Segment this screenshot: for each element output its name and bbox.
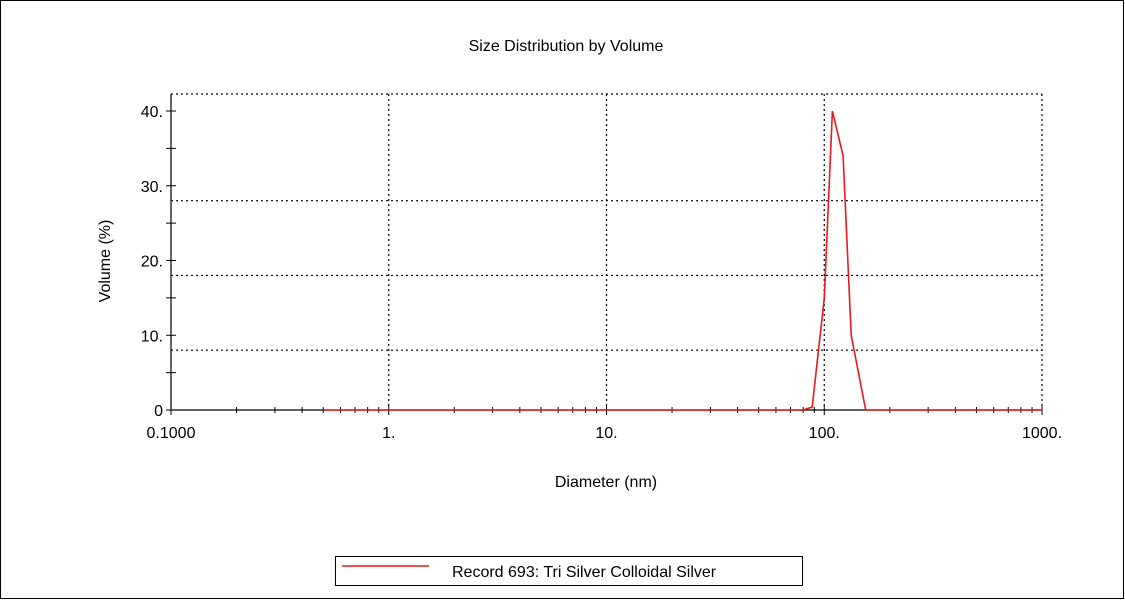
y-tick-label: 0 xyxy=(154,403,163,420)
legend-box xyxy=(335,556,803,586)
y-tick-label: 20. xyxy=(141,254,163,271)
y-tick-label: 10. xyxy=(141,328,163,345)
series-line xyxy=(323,110,1042,411)
x-tick-label: 1. xyxy=(382,425,395,442)
x-tick-label: 10. xyxy=(595,425,617,442)
legend: Record 693: Tri Silver Colloidal Silver xyxy=(335,556,803,586)
x-tick-label: 1000. xyxy=(1022,425,1062,442)
legend-label: Record 693: Tri Silver Colloidal Silver xyxy=(452,564,717,581)
x-axis-label: Diameter (nm) xyxy=(555,474,657,491)
gridlines xyxy=(171,93,1043,410)
chart-title: Size Distribution by Volume xyxy=(469,38,664,55)
y-tick-label: 30. xyxy=(141,179,163,196)
y-tick-labels: 0 10. 20. 30. 40. xyxy=(141,104,163,420)
x-tick-label: 0.1000 xyxy=(147,425,196,442)
series-group xyxy=(323,110,1042,411)
y-tick-label: 40. xyxy=(141,104,163,121)
x-tick-label: 100. xyxy=(809,425,840,442)
x-tick-labels: 0.1000 1. 10. 100. 1000. xyxy=(147,425,1062,442)
y-axis-label: Volume (%) xyxy=(97,220,114,303)
